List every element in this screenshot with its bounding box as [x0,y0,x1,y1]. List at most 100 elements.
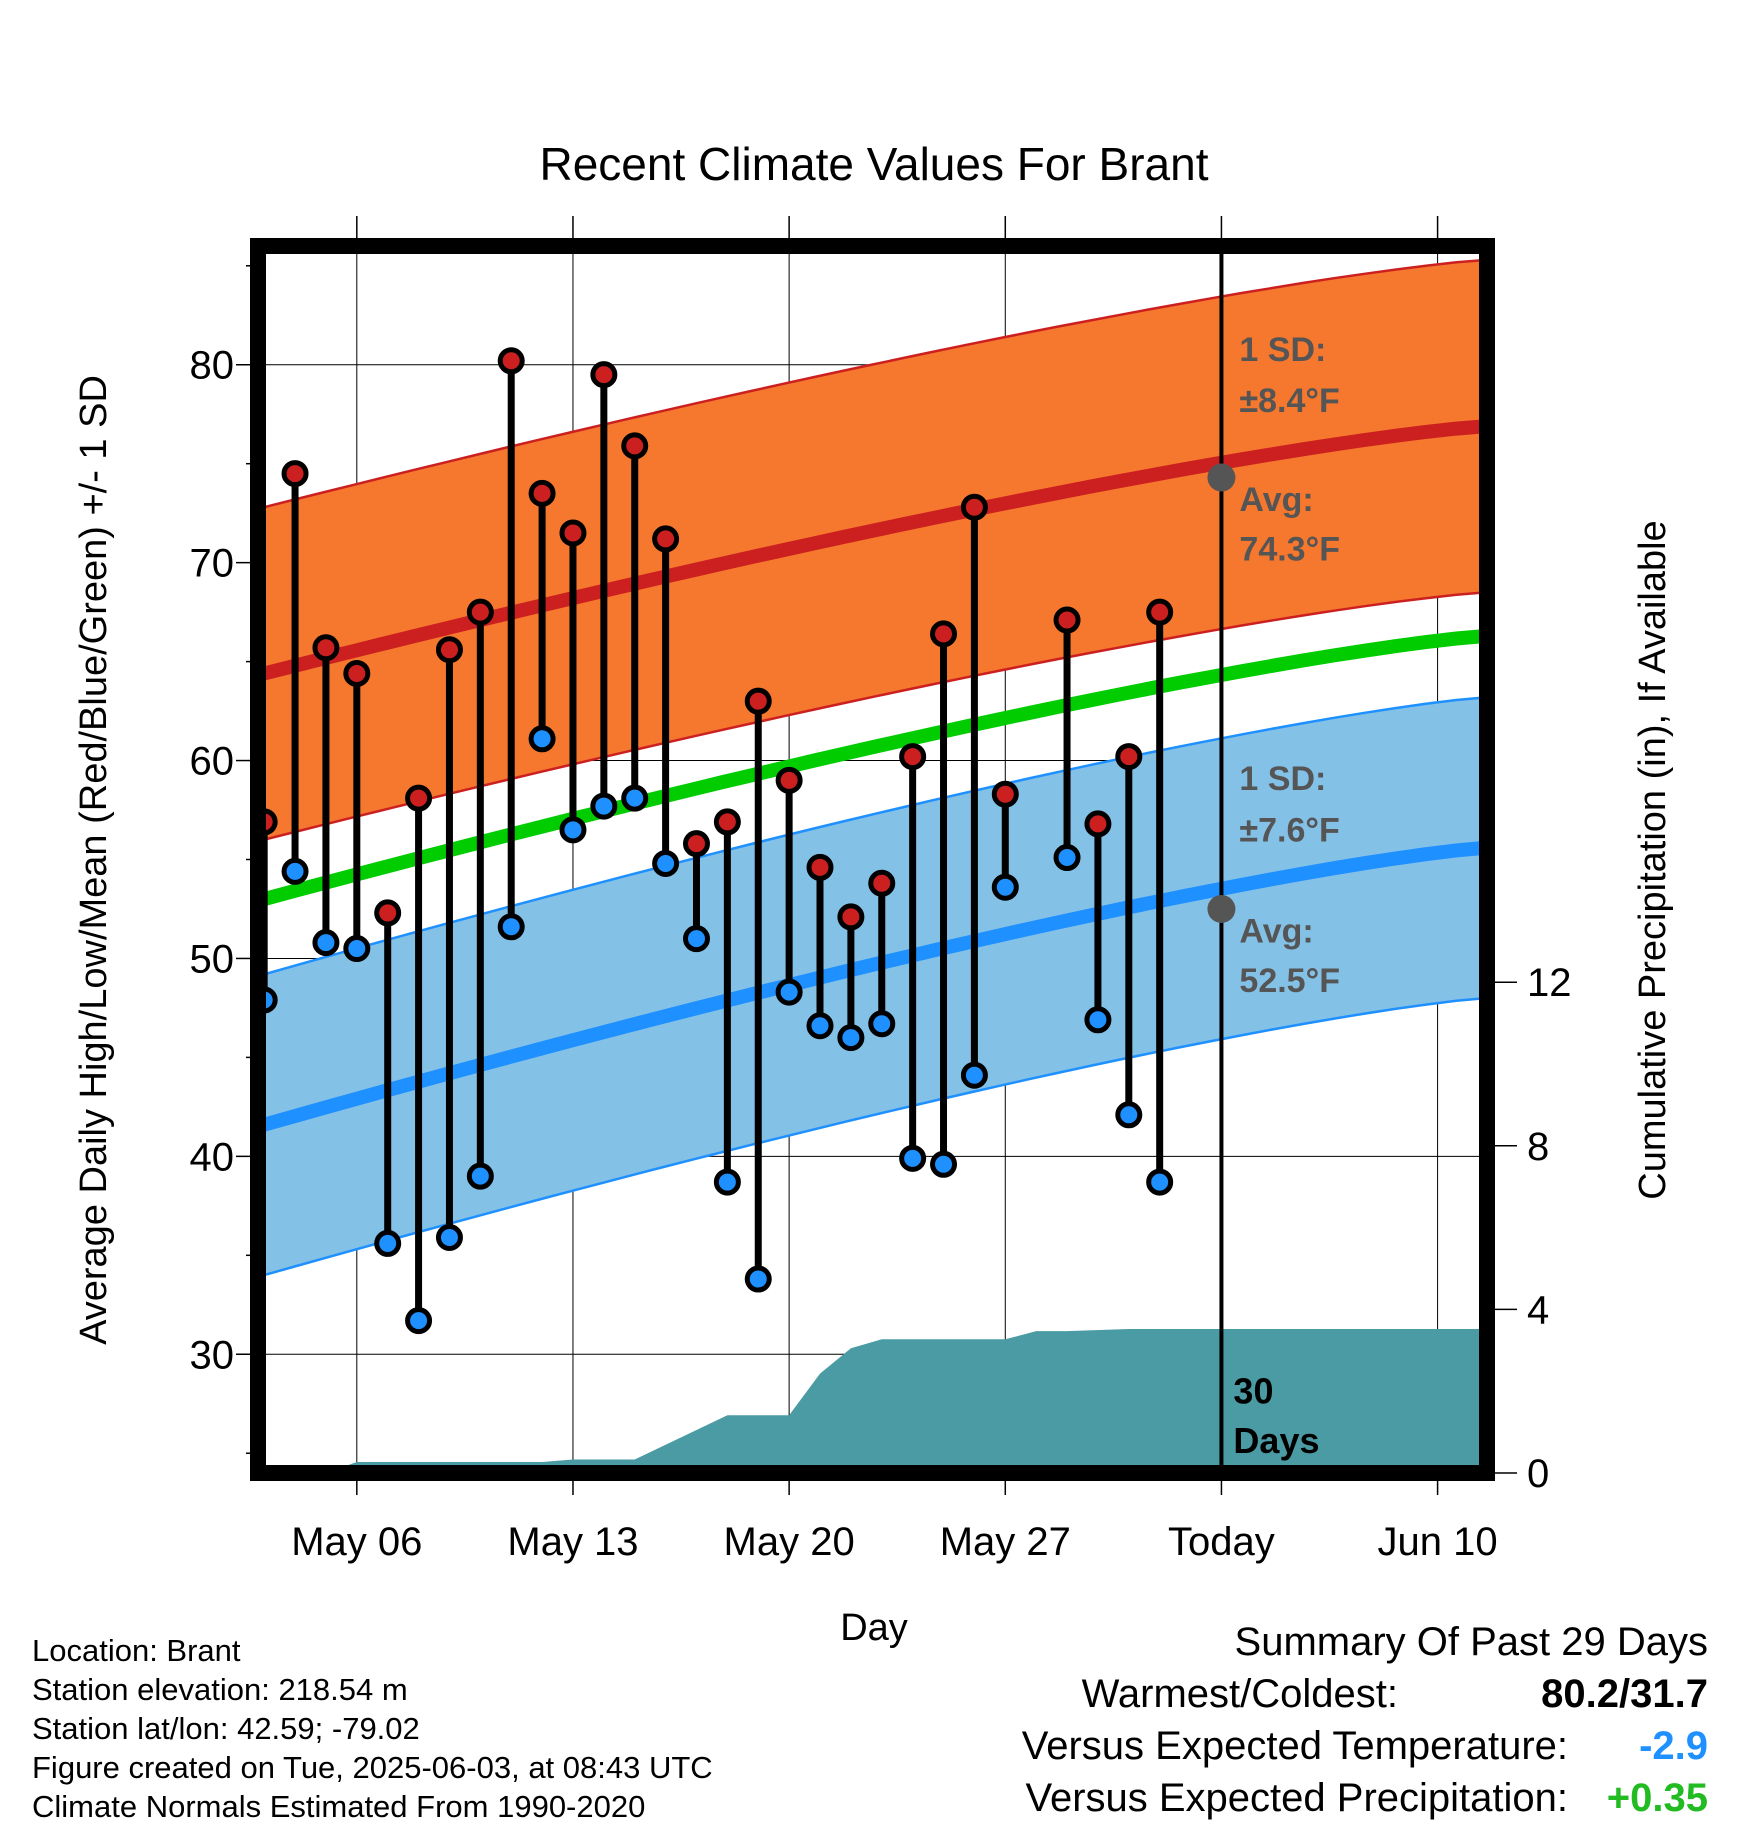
summary-precip-value: +0.35 [1606,1776,1708,1820]
daily-low-point [621,784,649,812]
daily-low-point [837,1024,865,1052]
footer-location: Location: Brant [32,1633,241,1668]
daily-high-point [1084,810,1112,838]
high-sd-lower-line [263,591,1487,841]
y2-tick-label: 4 [1527,1288,1549,1332]
daily-low-point [559,816,587,844]
plot-frame [250,238,1495,1481]
daily-high-point [868,869,896,897]
daily-high-point [405,784,433,812]
low-avg-label: Avg: [1239,913,1313,951]
daily-high-point [991,780,1019,808]
daily-high-point [497,347,525,375]
daily-high-point [343,659,371,687]
daily-high-point [1115,743,1143,771]
daily-low-point [1053,844,1081,872]
daily-low-point [930,1150,958,1178]
y-tick-label: 40 [190,1135,235,1179]
daily-high-point [621,432,649,460]
daily-high-point [713,808,741,836]
daily-high-point [899,743,927,771]
daily-low-point [1146,1168,1174,1196]
high-sd-label: 1 SD: [1239,331,1326,369]
summary-temp-value: -2.9 [1639,1724,1708,1768]
cumulative-precip-area [264,1329,1487,1473]
chart-title: Recent Climate Values For Brant [540,138,1209,190]
summary-heading: Summary Of Past 29 Days [1234,1620,1708,1664]
y-tick-label: 30 [190,1333,235,1377]
daily-high-point [682,830,710,858]
today-high-avg-dot [1207,463,1236,492]
daily-low-point [374,1229,402,1257]
daily-high-point [837,903,865,931]
low-sd-upper-line [263,695,1487,976]
daily-high-point [1053,606,1081,634]
daily-low-point [405,1307,433,1335]
daily-low-point [960,1061,988,1089]
daily-low-point [1084,1006,1112,1034]
daily-low-point [435,1223,463,1251]
x-tick-label: May 27 [940,1520,1071,1564]
x-tick-label: Jun 10 [1378,1520,1498,1564]
summary-warmest-value: 80.2/31.7 [1541,1672,1708,1716]
daily-high-point [312,634,340,662]
low-sd-band [264,697,1487,1276]
x-tick-label: May 13 [507,1520,638,1564]
x-tick-label: Today [1168,1520,1275,1564]
daily-low-point [343,935,371,963]
x-tick-label: May 06 [291,1520,422,1564]
daily-high-point [528,479,556,507]
high-sd-upper-line [263,258,1487,509]
daily-high-point [466,598,494,626]
daily-high-point [435,636,463,664]
daily-low-point [1115,1101,1143,1129]
daily-high-point [559,519,587,547]
daily-low-point [868,1010,896,1038]
high-avg-label: Avg: [1239,481,1313,519]
daily-low-point [281,857,309,885]
footer-normals: Climate Normals Estimated From 1990-2020 [32,1789,646,1824]
low-normal-line [262,840,1487,1132]
daily-low-point [652,849,680,877]
summary-temp-label: Versus Expected Temperature: [1021,1724,1568,1768]
footer-latlon: Station lat/lon: 42.59; -79.02 [32,1711,420,1746]
today-low-avg-dot [1207,894,1236,923]
mean-normal-line [262,628,1487,906]
low-sd-lower-line [263,996,1487,1277]
daily-low-point [682,925,710,953]
y-tick-label: 50 [190,937,235,981]
x-tick-label: May 20 [724,1520,855,1564]
daily-high-point [281,460,309,488]
daily-high-point [1146,598,1174,626]
y2-axis-label: Cumulative Precipitation (in), If Availa… [1632,520,1674,1199]
daily-low-point [497,913,525,941]
daily-high-point [775,766,803,794]
daily-high-point [590,361,618,389]
daily-low-point [312,929,340,957]
days-count-label: 30 [1233,1371,1273,1412]
y-axis-label: Average Daily High/Low/Mean (Red/Blue/Gr… [73,375,115,1345]
daily-high-point [930,620,958,648]
daily-high-point [806,853,834,881]
daily-low-point [590,792,618,820]
daily-high-point [374,899,402,927]
y2-tick-label: 0 [1527,1452,1549,1496]
daily-low-point [466,1162,494,1190]
footer-elevation: Station elevation: 218.54 m [32,1672,408,1707]
daily-low-point [775,978,803,1006]
y2-tick-label: 8 [1527,1125,1549,1169]
daily-low-point [806,1012,834,1040]
x-axis-label: Day [840,1607,908,1649]
daily-low-point [744,1265,772,1293]
days-word-label: Days [1233,1420,1319,1461]
daily-low-point [528,725,556,753]
low-sd-label: 1 SD: [1239,760,1326,798]
low-sd-value: ±7.6°F [1239,812,1339,850]
high-sd-value: ±8.4°F [1239,382,1339,420]
daily-low-point [991,873,1019,901]
y2-tick-label: 12 [1527,961,1572,1005]
y-tick-label: 70 [190,542,235,586]
summary-warmest-label: Warmest/Coldest: [1081,1672,1398,1716]
daily-low-point [899,1144,927,1172]
